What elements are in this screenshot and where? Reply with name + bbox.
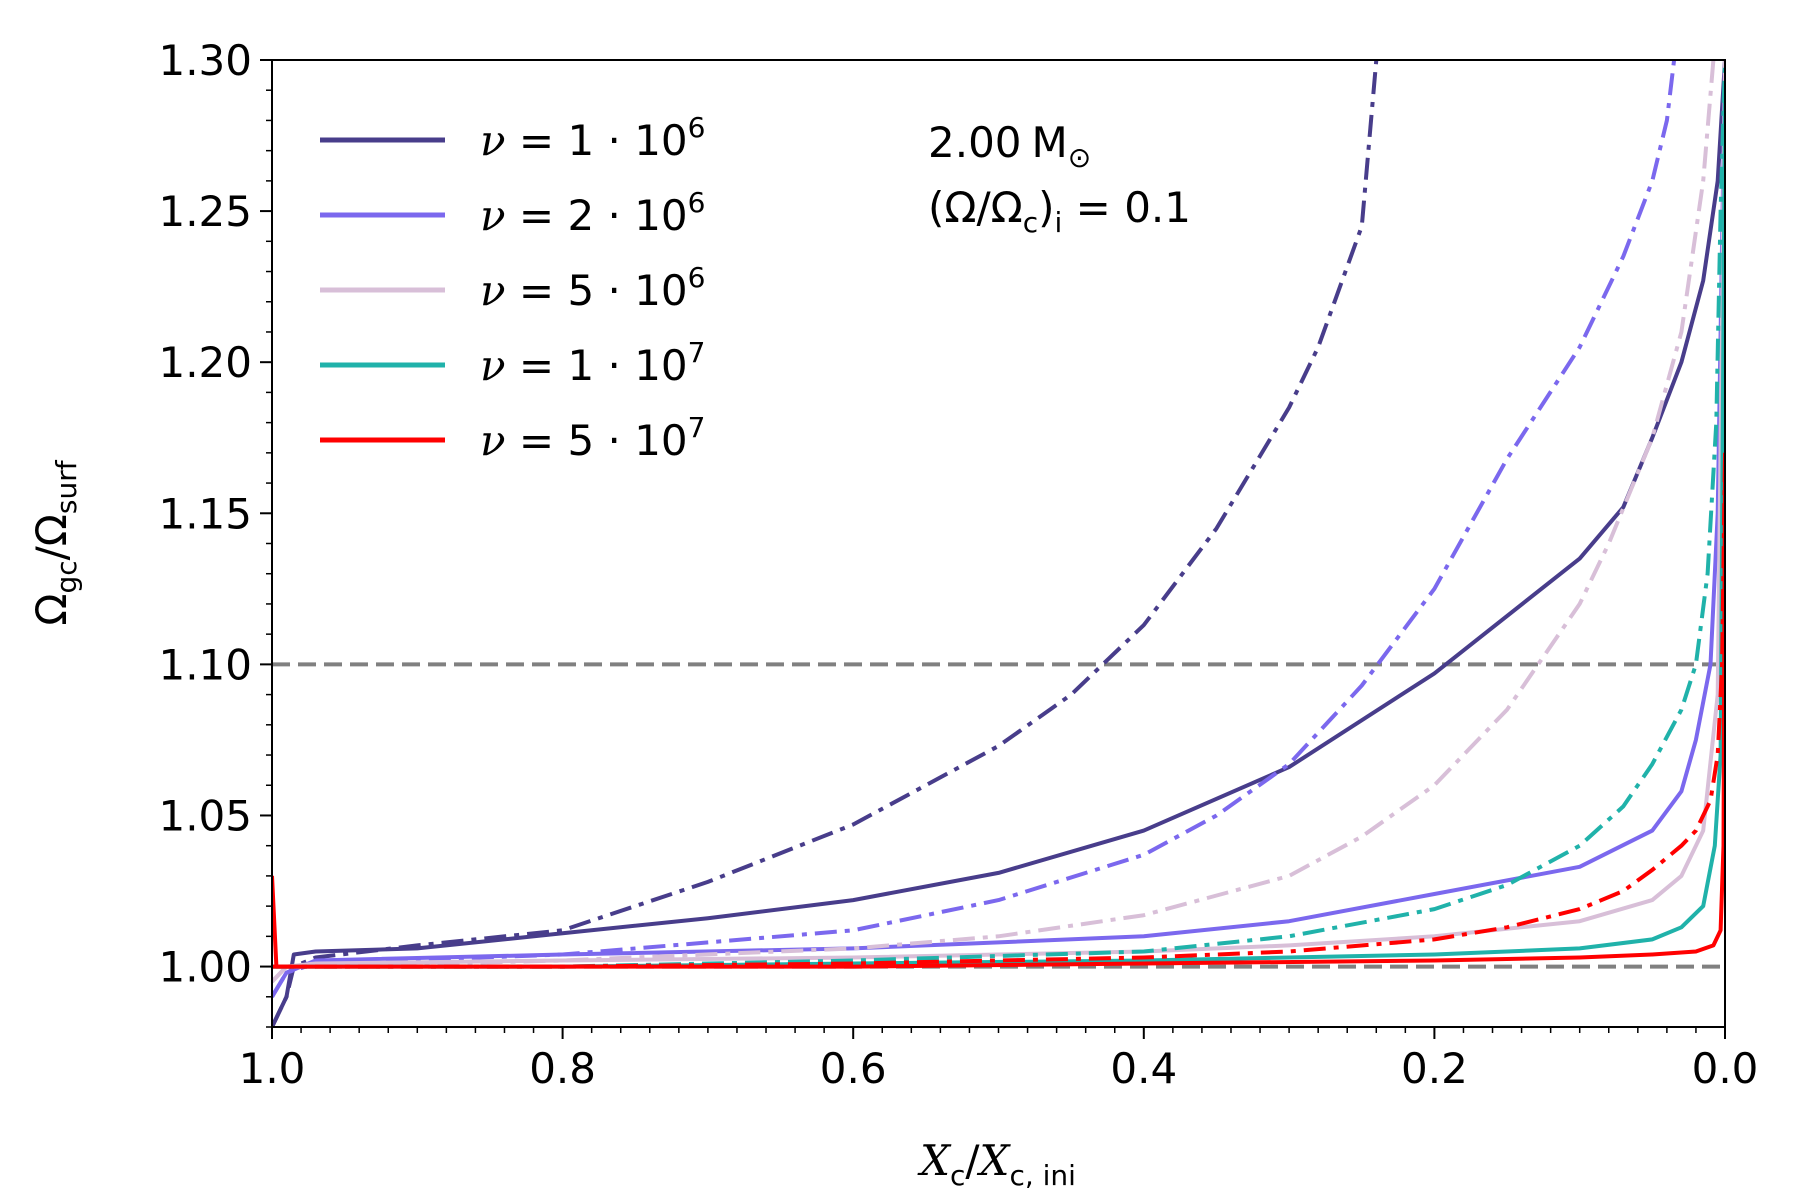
series-layer xyxy=(272,60,1725,1027)
annotation: 2.00 M⊙ (Ω/Ωc)i = 0.1 xyxy=(928,118,1191,239)
legend: ν = 1 · 106 ν = 2 · 106 ν = 5 · 106 ν = 1 ·… xyxy=(320,111,705,465)
legend-label-3: ν = 1 · 107 xyxy=(480,336,705,390)
legend-label-4: ν = 5 · 107 xyxy=(480,411,705,465)
x-axis: 1.0 0.8 0.6 0.4 0.2 0.0 xyxy=(239,1027,1759,1093)
y-tick-label-6: 1.30 xyxy=(158,36,252,85)
y-tick-label-4: 1.20 xyxy=(158,338,252,387)
y-tick-label-3: 1.15 xyxy=(158,489,252,538)
legend-label-0: ν = 1 · 106 xyxy=(480,111,705,165)
x-tick-label-1: 0.8 xyxy=(529,1044,596,1093)
y-axis: 1.00 1.05 1.10 1.15 1.20 1.25 1.30 xyxy=(158,36,272,1028)
legend-label-2: ν = 5 · 106 xyxy=(480,261,705,315)
series-1-solid-line xyxy=(272,60,1725,998)
x-tick-label-2: 0.6 xyxy=(820,1044,887,1093)
x-axis-title: Xc/Xc, ini xyxy=(917,1136,1076,1192)
y-tick-label-1: 1.05 xyxy=(158,791,252,840)
y-tick-label-5: 1.25 xyxy=(158,187,252,236)
series-4-dashdot-line xyxy=(272,452,1725,969)
series-3-dashdot-line xyxy=(272,60,1725,969)
y-axis-title: Ωgc/Ωsurf xyxy=(27,459,83,625)
annotation-mass: 2.00 M⊙ xyxy=(928,118,1091,174)
series-2-solid-line xyxy=(272,60,1725,984)
legend-label-1: ν = 2 · 106 xyxy=(480,186,705,240)
series-0-solid-line xyxy=(272,60,1725,1027)
x-tick-label-3: 0.4 xyxy=(1110,1044,1177,1093)
x-tick-label-4: 0.2 xyxy=(1401,1044,1468,1093)
y-tick-label-2: 1.10 xyxy=(158,640,252,689)
x-tick-label-0: 1.0 xyxy=(239,1044,306,1093)
annotation-rotation: (Ω/Ωc)i = 0.1 xyxy=(928,183,1191,239)
series-0-dashdot-line xyxy=(272,60,1379,1027)
x-tick-label-5: 0.0 xyxy=(1692,1044,1759,1093)
series-4-solid-line xyxy=(272,452,1725,969)
y-tick-label-0: 1.00 xyxy=(158,943,252,992)
series-2-dashdot-line xyxy=(272,60,1716,984)
